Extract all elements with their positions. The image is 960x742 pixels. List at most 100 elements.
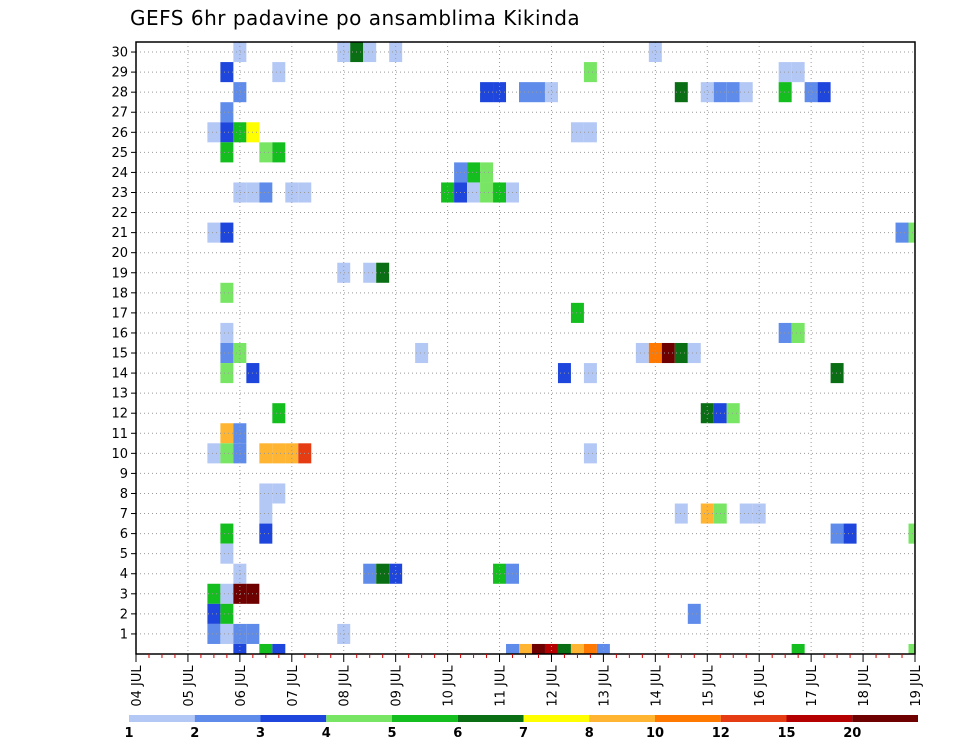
heatmap-cell <box>700 82 714 103</box>
heatmap-cell <box>791 62 805 83</box>
heatmap-cell <box>544 82 558 103</box>
x-tick-label: 17 JUL <box>805 665 820 707</box>
heatmap-cell <box>337 262 351 283</box>
legend-label: 6 <box>453 726 462 741</box>
y-tick-label: 7 <box>120 507 128 522</box>
heatmap-cell <box>441 182 455 203</box>
heatmap-cell <box>583 363 597 384</box>
heatmap-cell <box>272 643 286 654</box>
heatmap-cell <box>233 342 247 364</box>
y-tick-label: 9 <box>120 467 128 482</box>
heatmap-cell <box>674 342 688 364</box>
heatmap-cell <box>272 403 286 424</box>
heatmap-cell <box>467 182 481 203</box>
y-tick-label: 28 <box>111 86 128 101</box>
y-tick-label: 2 <box>120 607 128 622</box>
heatmap-cell <box>778 82 792 103</box>
heatmap-cell <box>233 42 247 63</box>
y-tick-label: 20 <box>111 246 128 261</box>
heatmap-cell <box>519 82 532 103</box>
y-tick-label: 23 <box>111 186 128 201</box>
x-tick-label: 14 JUL <box>649 665 664 707</box>
heatmap-cell <box>778 322 792 343</box>
x-tick-label: 16 JUL <box>753 665 768 707</box>
x-axis: 04 JUL 05 JUL 06 JUL 07 JUL 08 JUL 09 JUL 10 J… <box>130 654 924 707</box>
heatmap-cell <box>220 322 234 343</box>
heatmap-cell <box>259 643 273 654</box>
legend-swatch <box>457 715 524 722</box>
heatmap-cell <box>739 82 753 103</box>
y-tick-label: 16 <box>111 326 128 341</box>
chart-title: GEFS 6hr padavine po ansamblima Kikinda <box>130 6 581 30</box>
heatmap-cell <box>207 603 221 624</box>
color-legend: 1 2 3 4 5 6 7 8 10 12 15 20 <box>124 715 918 741</box>
heatmap-cell <box>752 503 766 524</box>
heatmap-cell <box>895 222 909 243</box>
heatmap-cell <box>635 342 649 364</box>
legend-swatch <box>194 715 261 722</box>
heatmap-cell <box>233 623 247 644</box>
legend-swatch <box>523 715 590 722</box>
heatmap-cell <box>220 142 234 163</box>
legend-swatch <box>392 715 458 722</box>
y-tick-label: 14 <box>111 367 128 382</box>
x-tick-label: 05 JUL <box>182 665 197 707</box>
y-tick-label: 15 <box>111 347 128 362</box>
legend-swatch <box>786 715 853 722</box>
legend-swatch <box>852 715 918 722</box>
heatmap-cell <box>285 443 299 464</box>
heatmap-cell <box>220 603 234 624</box>
x-tick-label: 08 JUL <box>338 665 353 707</box>
heatmap-cell <box>687 342 701 364</box>
heatmap-cell <box>272 443 286 464</box>
y-tick-label: 30 <box>111 46 128 61</box>
heatmap-cell <box>648 42 662 63</box>
heatmap-cell <box>207 122 221 143</box>
heatmap-cell <box>493 82 507 103</box>
y-tick-label: 21 <box>111 226 128 241</box>
legend-swatch <box>720 715 787 722</box>
y-tick-label: 22 <box>111 206 128 221</box>
y-tick-label: 11 <box>111 427 128 442</box>
legend-label: 2 <box>190 726 199 741</box>
heatmap-cell <box>791 322 805 343</box>
legend-label: 3 <box>256 726 265 741</box>
legend-label: 1 <box>124 726 133 741</box>
y-tick-label: 8 <box>120 487 128 502</box>
y-tick-label: 1 <box>120 627 128 642</box>
heatmap-cell <box>220 282 234 303</box>
heatmap-cell <box>726 82 740 103</box>
y-axis: 1234567891011121314151617181920212223242… <box>111 46 136 642</box>
heatmap-cell <box>739 503 753 524</box>
x-tick-label: 18 JUL <box>857 665 872 707</box>
heatmap-cell <box>674 82 688 103</box>
heatmap-cell <box>557 643 571 654</box>
legend-swatch <box>129 715 195 722</box>
y-tick-label: 26 <box>111 126 128 141</box>
x-tick-label: 04 JUL <box>130 665 145 707</box>
heatmap-cell <box>272 62 286 83</box>
x-tick-label: 12 JUL <box>545 665 560 707</box>
heatmap-cell <box>908 222 915 243</box>
y-tick-label: 18 <box>111 286 128 301</box>
heatmap-cell <box>220 342 234 364</box>
heatmap-cell <box>233 122 247 143</box>
heatmap-cell <box>467 162 481 183</box>
heatmap-cell <box>570 122 584 143</box>
heatmap-cell <box>220 623 234 644</box>
heatmap-cell <box>207 583 221 604</box>
heatmap-cell <box>480 162 494 183</box>
heatmap-cell <box>480 82 494 103</box>
x-tick-label: 11 JUL <box>494 665 509 707</box>
heatmap-cell <box>726 403 740 424</box>
heatmap-cell <box>233 563 247 584</box>
heatmap-cell <box>376 563 390 584</box>
heatmap-cell <box>233 643 247 654</box>
y-tick-label: 13 <box>111 387 128 402</box>
heatmap-cell <box>220 543 234 564</box>
legend-label: 10 <box>646 726 664 741</box>
heatmap-cell <box>531 643 545 654</box>
y-tick-label: 27 <box>111 106 128 121</box>
heatmap-cell <box>648 342 662 364</box>
